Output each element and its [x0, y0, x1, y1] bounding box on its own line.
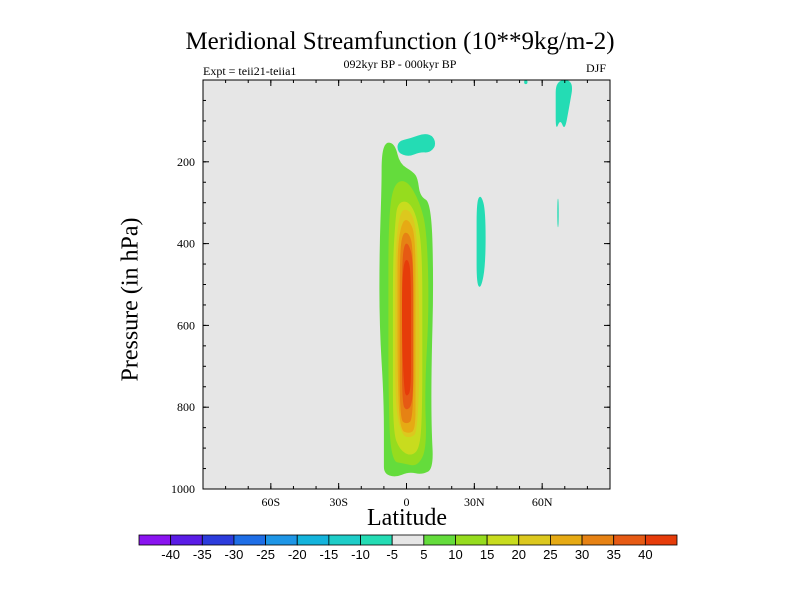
- period-label: 092kyr BP - 000kyr BP: [343, 57, 457, 71]
- x-tick-label: 60N: [532, 495, 553, 509]
- colorbar-box: [170, 534, 203, 546]
- colorbar-label: 10: [448, 547, 462, 562]
- colorbar-box: [613, 534, 646, 546]
- x-tick-label: 0: [404, 495, 410, 509]
- colorbar-label: 35: [606, 547, 620, 562]
- colorbar-box: [486, 534, 520, 546]
- colorbar-box: [391, 534, 425, 546]
- negative-patch-5: [524, 80, 528, 85]
- axes: 60S 30S 0 30N 60N 200 400 600 800 1000: [171, 79, 611, 509]
- negative-patch-1: [397, 134, 436, 156]
- colorbar-box: [455, 534, 488, 546]
- y-tick-label: 200: [177, 155, 195, 169]
- colorbar-box: [296, 534, 330, 546]
- colorbar-label: -10: [351, 547, 370, 562]
- x-tick-label: 30S: [329, 495, 348, 509]
- y-tick-label: 600: [177, 318, 195, 332]
- colorbar-box: [518, 534, 551, 546]
- colorbar-label: 15: [480, 547, 494, 562]
- plot-area: [203, 80, 610, 489]
- colorbar-label: 5: [420, 547, 427, 562]
- colorbar-label: -35: [193, 547, 212, 562]
- colorbar-box: [201, 534, 235, 546]
- colorbar-box: [328, 534, 361, 546]
- colorbar-box: [423, 534, 456, 546]
- colorbar-label: -30: [225, 547, 244, 562]
- y-tick-label: 1000: [171, 482, 195, 496]
- colorbar-box: [550, 534, 583, 546]
- colorbar-box: [265, 534, 298, 546]
- chart-title: Meridional Streamfunction (10**9kg/m-2): [185, 28, 615, 55]
- colorbar-label: 40: [638, 547, 652, 562]
- season-label: DJF: [586, 61, 607, 75]
- colorbar-label: 25: [543, 547, 557, 562]
- colorbar-label: -20: [288, 547, 307, 562]
- contour-level-40: [402, 260, 411, 396]
- colorbar-box: [138, 534, 172, 546]
- colorbar-label: -25: [256, 547, 275, 562]
- colorbar-label: -5: [386, 547, 398, 562]
- y-tick-label: 800: [177, 400, 195, 414]
- colorbar-label: 30: [575, 547, 589, 562]
- y-tick-label: 400: [177, 237, 195, 251]
- negative-patch-3: [555, 80, 573, 128]
- negative-patch-4: [557, 198, 559, 228]
- colorbar-label: -40: [161, 547, 180, 562]
- colorbar: -40 -35 -30 -25 -20 -15 -10 -5 5 10 15 20 25 30 35 40: [138, 534, 678, 562]
- colorbar-box: [233, 534, 266, 546]
- colorbar-box: [360, 534, 393, 546]
- colorbar-label: -15: [319, 547, 338, 562]
- colorbar-box: [581, 534, 615, 546]
- x-axis-label: Latitude: [367, 505, 447, 531]
- x-tick-label: 60S: [261, 495, 280, 509]
- colorbar-label: 20: [512, 547, 526, 562]
- negative-patch-2: [476, 196, 486, 287]
- experiment-label: Expt = teii21-teiia1: [203, 64, 297, 78]
- x-tick-label: 30N: [464, 495, 485, 509]
- colorbar-box: [644, 534, 678, 546]
